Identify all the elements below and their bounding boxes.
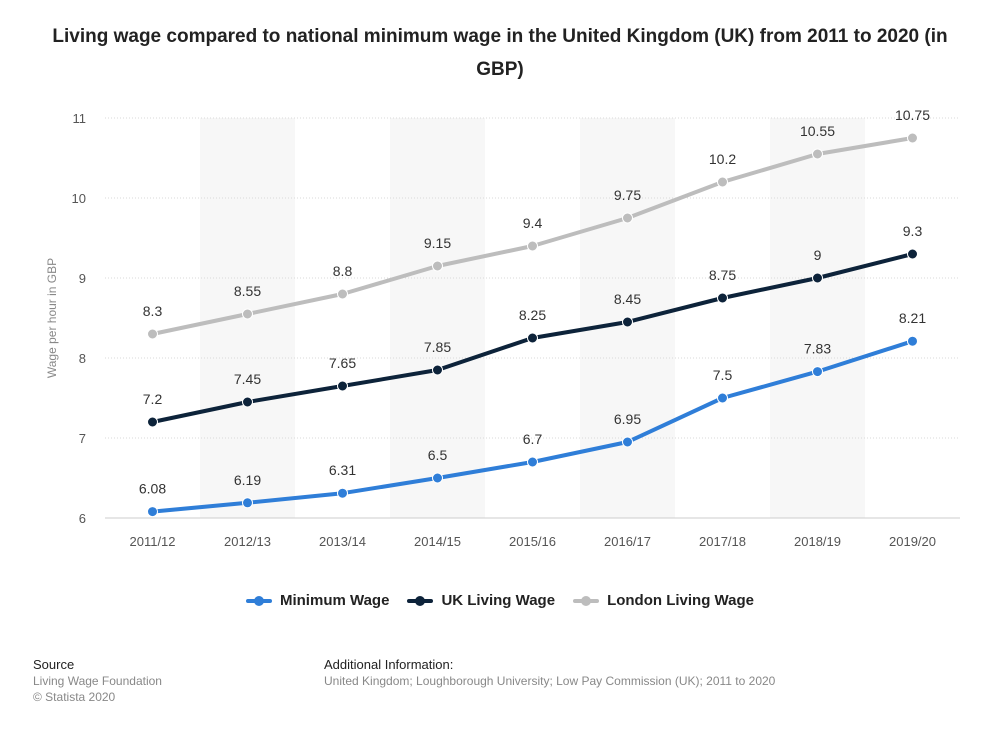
data-point-uk-living-wage xyxy=(432,364,443,376)
x-tick-label: 2011/12 xyxy=(129,534,175,549)
source-line[interactable]: Living Wage Foundation xyxy=(33,674,162,688)
legend-label-uk-living-wage: UK Living Wage xyxy=(441,592,556,609)
data-label-minimum-wage: 6.7 xyxy=(523,431,543,447)
x-tick-label: 2012/13 xyxy=(224,534,271,549)
data-point-uk-living-wage xyxy=(337,380,348,392)
legend-label-minimum-wage: Minimum Wage xyxy=(279,592,390,609)
data-label-uk-living-wage: 9.3 xyxy=(903,223,923,239)
data-point-uk-living-wage xyxy=(527,332,538,344)
x-tick-label: 2017/18 xyxy=(699,534,746,549)
info-text: United Kingdom; Loughborough University;… xyxy=(324,674,776,688)
data-label-minimum-wage: 7.5 xyxy=(713,367,733,383)
data-label-london-living-wage: 8.55 xyxy=(234,283,261,299)
data-label-uk-living-wage: 8.75 xyxy=(709,267,736,283)
legend-swatch-uk-living-wage xyxy=(407,595,434,606)
legend-swatch-minimum-wage xyxy=(245,595,272,606)
data-point-london-living-wage xyxy=(907,132,918,144)
data-point-london-living-wage xyxy=(622,212,633,224)
data-label-minimum-wage: 6.31 xyxy=(329,462,356,478)
footer-additional-info: Additional Information: United Kingdom; … xyxy=(324,657,775,689)
y-axis-label: Wage per hour in GBP xyxy=(45,258,59,378)
source-heading: Source xyxy=(33,657,75,672)
x-tick-label: 2019/20 xyxy=(889,534,936,549)
data-point-minimum-wage xyxy=(527,456,538,468)
data-label-london-living-wage: 10.2 xyxy=(709,151,736,167)
data-label-minimum-wage: 6.95 xyxy=(614,411,641,427)
legend-item-minimum-wage[interactable]: Minimum Wage xyxy=(245,592,390,609)
data-label-uk-living-wage: 7.45 xyxy=(234,371,261,387)
data-point-minimum-wage xyxy=(337,487,348,499)
legend: Minimum Wage UK Living Wage London Livin… xyxy=(0,592,1000,609)
data-label-minimum-wage: 6.19 xyxy=(234,472,261,488)
y-tick-label: 8 xyxy=(79,351,86,366)
data-label-london-living-wage: 9.15 xyxy=(424,235,451,251)
column-band xyxy=(770,118,865,518)
data-label-london-living-wage: 9.75 xyxy=(614,187,641,203)
data-point-minimum-wage xyxy=(907,335,918,347)
data-point-london-living-wage xyxy=(717,176,728,188)
data-point-minimum-wage xyxy=(717,392,728,404)
data-label-london-living-wage: 9.4 xyxy=(523,215,543,231)
data-point-london-living-wage xyxy=(527,240,538,252)
data-label-london-living-wage: 10.75 xyxy=(895,107,930,123)
line-chart: 6 7 8 9 10 11 2011/12 2012/13 2013/14 2014/15 2015… xyxy=(45,107,960,549)
data-point-minimum-wage xyxy=(432,472,443,484)
x-tick-label: 2018/19 xyxy=(794,534,841,549)
data-label-uk-living-wage: 8.45 xyxy=(614,291,641,307)
data-point-uk-living-wage xyxy=(147,416,158,428)
data-label-minimum-wage: 6.08 xyxy=(139,481,166,497)
y-tick-label: 6 xyxy=(79,511,86,526)
legend-item-uk-living-wage[interactable]: UK Living Wage xyxy=(407,592,555,609)
data-label-uk-living-wage: 7.85 xyxy=(424,339,451,355)
x-tick-label: 2016/17 xyxy=(604,534,651,549)
y-tick-label: 10 xyxy=(72,191,86,206)
chart-title: Living wage compared to national minimum… xyxy=(52,26,948,80)
data-point-minimum-wage xyxy=(147,506,158,518)
data-point-uk-living-wage xyxy=(717,292,728,304)
y-tick-label: 11 xyxy=(73,111,87,126)
column-band xyxy=(390,118,485,518)
x-tick-label: 2015/16 xyxy=(509,534,556,549)
data-point-uk-living-wage xyxy=(622,316,633,328)
data-label-minimum-wage: 8.21 xyxy=(899,310,926,326)
data-point-london-living-wage xyxy=(432,260,443,272)
info-heading: Additional Information: xyxy=(324,657,454,672)
data-point-london-living-wage xyxy=(242,308,253,320)
data-point-minimum-wage xyxy=(812,366,823,378)
data-point-uk-living-wage xyxy=(907,248,918,260)
data-label-minimum-wage: 7.83 xyxy=(804,341,831,357)
data-point-london-living-wage xyxy=(147,328,158,340)
x-tick-label: 2014/15 xyxy=(414,534,461,549)
data-label-london-living-wage: 8.3 xyxy=(143,303,163,319)
data-point-uk-living-wage xyxy=(812,272,823,284)
data-label-uk-living-wage: 9 xyxy=(814,247,822,263)
legend-item-london-living-wage[interactable]: London Living Wage xyxy=(573,592,754,609)
x-tick-label: 2013/14 xyxy=(319,534,366,549)
copyright-line[interactable]: © Statista 2020 xyxy=(33,690,116,704)
footer-source: Source Living Wage Foundation © Statista… xyxy=(33,657,162,705)
data-point-minimum-wage xyxy=(622,436,633,448)
legend-label-london-living-wage: London Living Wage xyxy=(607,592,754,609)
data-label-london-living-wage: 8.8 xyxy=(333,263,353,279)
data-point-london-living-wage xyxy=(337,288,348,300)
data-point-minimum-wage xyxy=(242,497,253,509)
data-point-uk-living-wage xyxy=(242,396,253,408)
y-tick-label: 7 xyxy=(79,431,86,446)
data-label-london-living-wage: 10.55 xyxy=(800,123,835,139)
data-label-minimum-wage: 6.5 xyxy=(428,447,448,463)
y-tick-label: 9 xyxy=(79,271,86,286)
data-label-uk-living-wage: 7.65 xyxy=(329,355,356,371)
legend-swatch-london-living-wage xyxy=(573,595,600,606)
data-label-uk-living-wage: 8.25 xyxy=(519,307,546,323)
data-point-london-living-wage xyxy=(812,148,823,160)
data-label-uk-living-wage: 7.2 xyxy=(143,391,163,407)
